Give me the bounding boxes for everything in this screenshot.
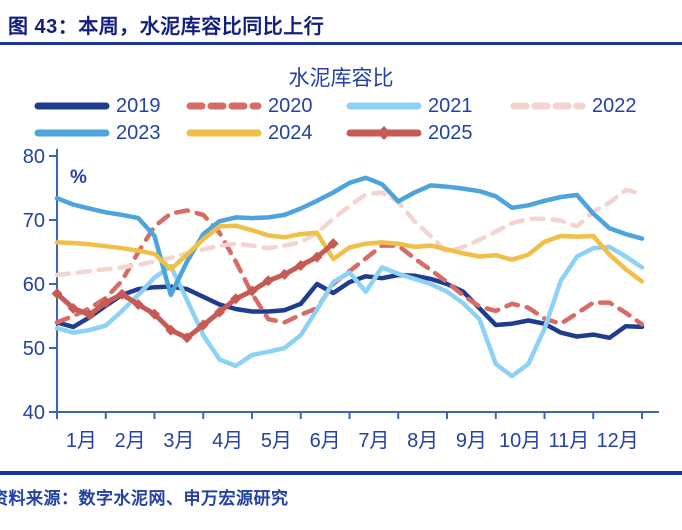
footer-divider [0, 471, 682, 475]
x-tick-label: 8月 [407, 430, 438, 452]
legend-swatch-2019 [34, 102, 110, 110]
series-line-2023 [54, 175, 645, 298]
series-marker-2025 [181, 332, 193, 344]
legend-swatch-2025 [346, 126, 422, 140]
series-marker-2025 [214, 306, 225, 318]
legend-item-2022: 2022 [510, 95, 660, 117]
legend-label-2019: 2019 [116, 94, 161, 117]
legend-item-2024: 2024 [186, 122, 346, 144]
series-marker-2025 [132, 298, 144, 310]
x-tick-label: 2月 [115, 430, 146, 452]
legend-swatch-2024 [186, 129, 262, 137]
x-tick-label: 3月 [163, 430, 194, 452]
series-marker-2025 [295, 259, 307, 271]
series-marker-2025 [51, 288, 63, 300]
chart-title: 水泥库容比 [288, 67, 394, 90]
y-tick-label: 60 [23, 274, 45, 296]
x-tick-label: 10月 [499, 430, 541, 452]
legend-swatch-2023 [34, 129, 110, 137]
x-tick-label: 12月 [597, 430, 639, 452]
legend-label-2021: 2021 [428, 94, 473, 117]
series-line-2024 [54, 223, 645, 284]
legend-label-2025: 2025 [428, 121, 473, 144]
legend-label-2023: 2023 [116, 121, 161, 144]
series-marker-2025 [165, 324, 177, 336]
y-tick-label: 70 [23, 210, 45, 232]
series-marker-2025 [197, 319, 209, 331]
y-tick-label: 80 [23, 146, 45, 168]
series-marker-2025 [262, 275, 274, 287]
legend-label-2020: 2020 [268, 94, 313, 117]
legend-item-2023: 2023 [34, 122, 186, 144]
series-marker-2025 [84, 309, 95, 321]
series-marker-2025 [100, 297, 112, 309]
x-tick-label: 5月 [261, 430, 292, 452]
series-marker-2025 [149, 308, 160, 320]
legend-item-2020: 2020 [186, 95, 346, 117]
series-marker-2025 [311, 251, 323, 263]
series-line-2021 [54, 244, 645, 379]
chart-legend: 2019 2020 2021 2022 2023 2024 2025 [34, 95, 664, 144]
x-tick-label: 4月 [212, 430, 243, 452]
y-unit-label: % [70, 167, 87, 188]
series-marker-2025 [246, 285, 258, 297]
legend-label-2022: 2022 [592, 94, 637, 117]
figure-title: 图 43：本周，水泥库容比同比上行 [8, 16, 325, 38]
y-tick-label: 50 [23, 338, 45, 360]
legend-item-2021: 2021 [346, 95, 510, 117]
x-tick-label: 6月 [310, 430, 341, 452]
title-divider [0, 42, 682, 45]
x-tick-label: 7月 [358, 430, 389, 452]
legend-label-2024: 2024 [268, 121, 313, 144]
y-tick-label: 40 [23, 402, 45, 424]
series-line-2022 [54, 187, 645, 278]
x-tick-label: 11月 [548, 430, 589, 452]
x-tick-label: 1月 [66, 430, 97, 452]
legend-swatch-2021 [346, 102, 422, 110]
series-marker-2025 [279, 268, 290, 280]
series-marker-2025 [230, 293, 242, 305]
series-marker-2025 [67, 302, 79, 314]
series-marker-2025 [116, 288, 128, 300]
source-note: 资料来源：数字水泥网、申万宏源研究 [0, 489, 289, 508]
legend-swatch-2022 [510, 102, 586, 110]
series-marker-2025 [327, 238, 339, 250]
legend-item-2019: 2019 [34, 95, 186, 117]
x-tick-label: 9月 [456, 430, 487, 452]
legend-swatch-2020 [186, 102, 262, 110]
legend-item-2025: 2025 [346, 122, 510, 144]
